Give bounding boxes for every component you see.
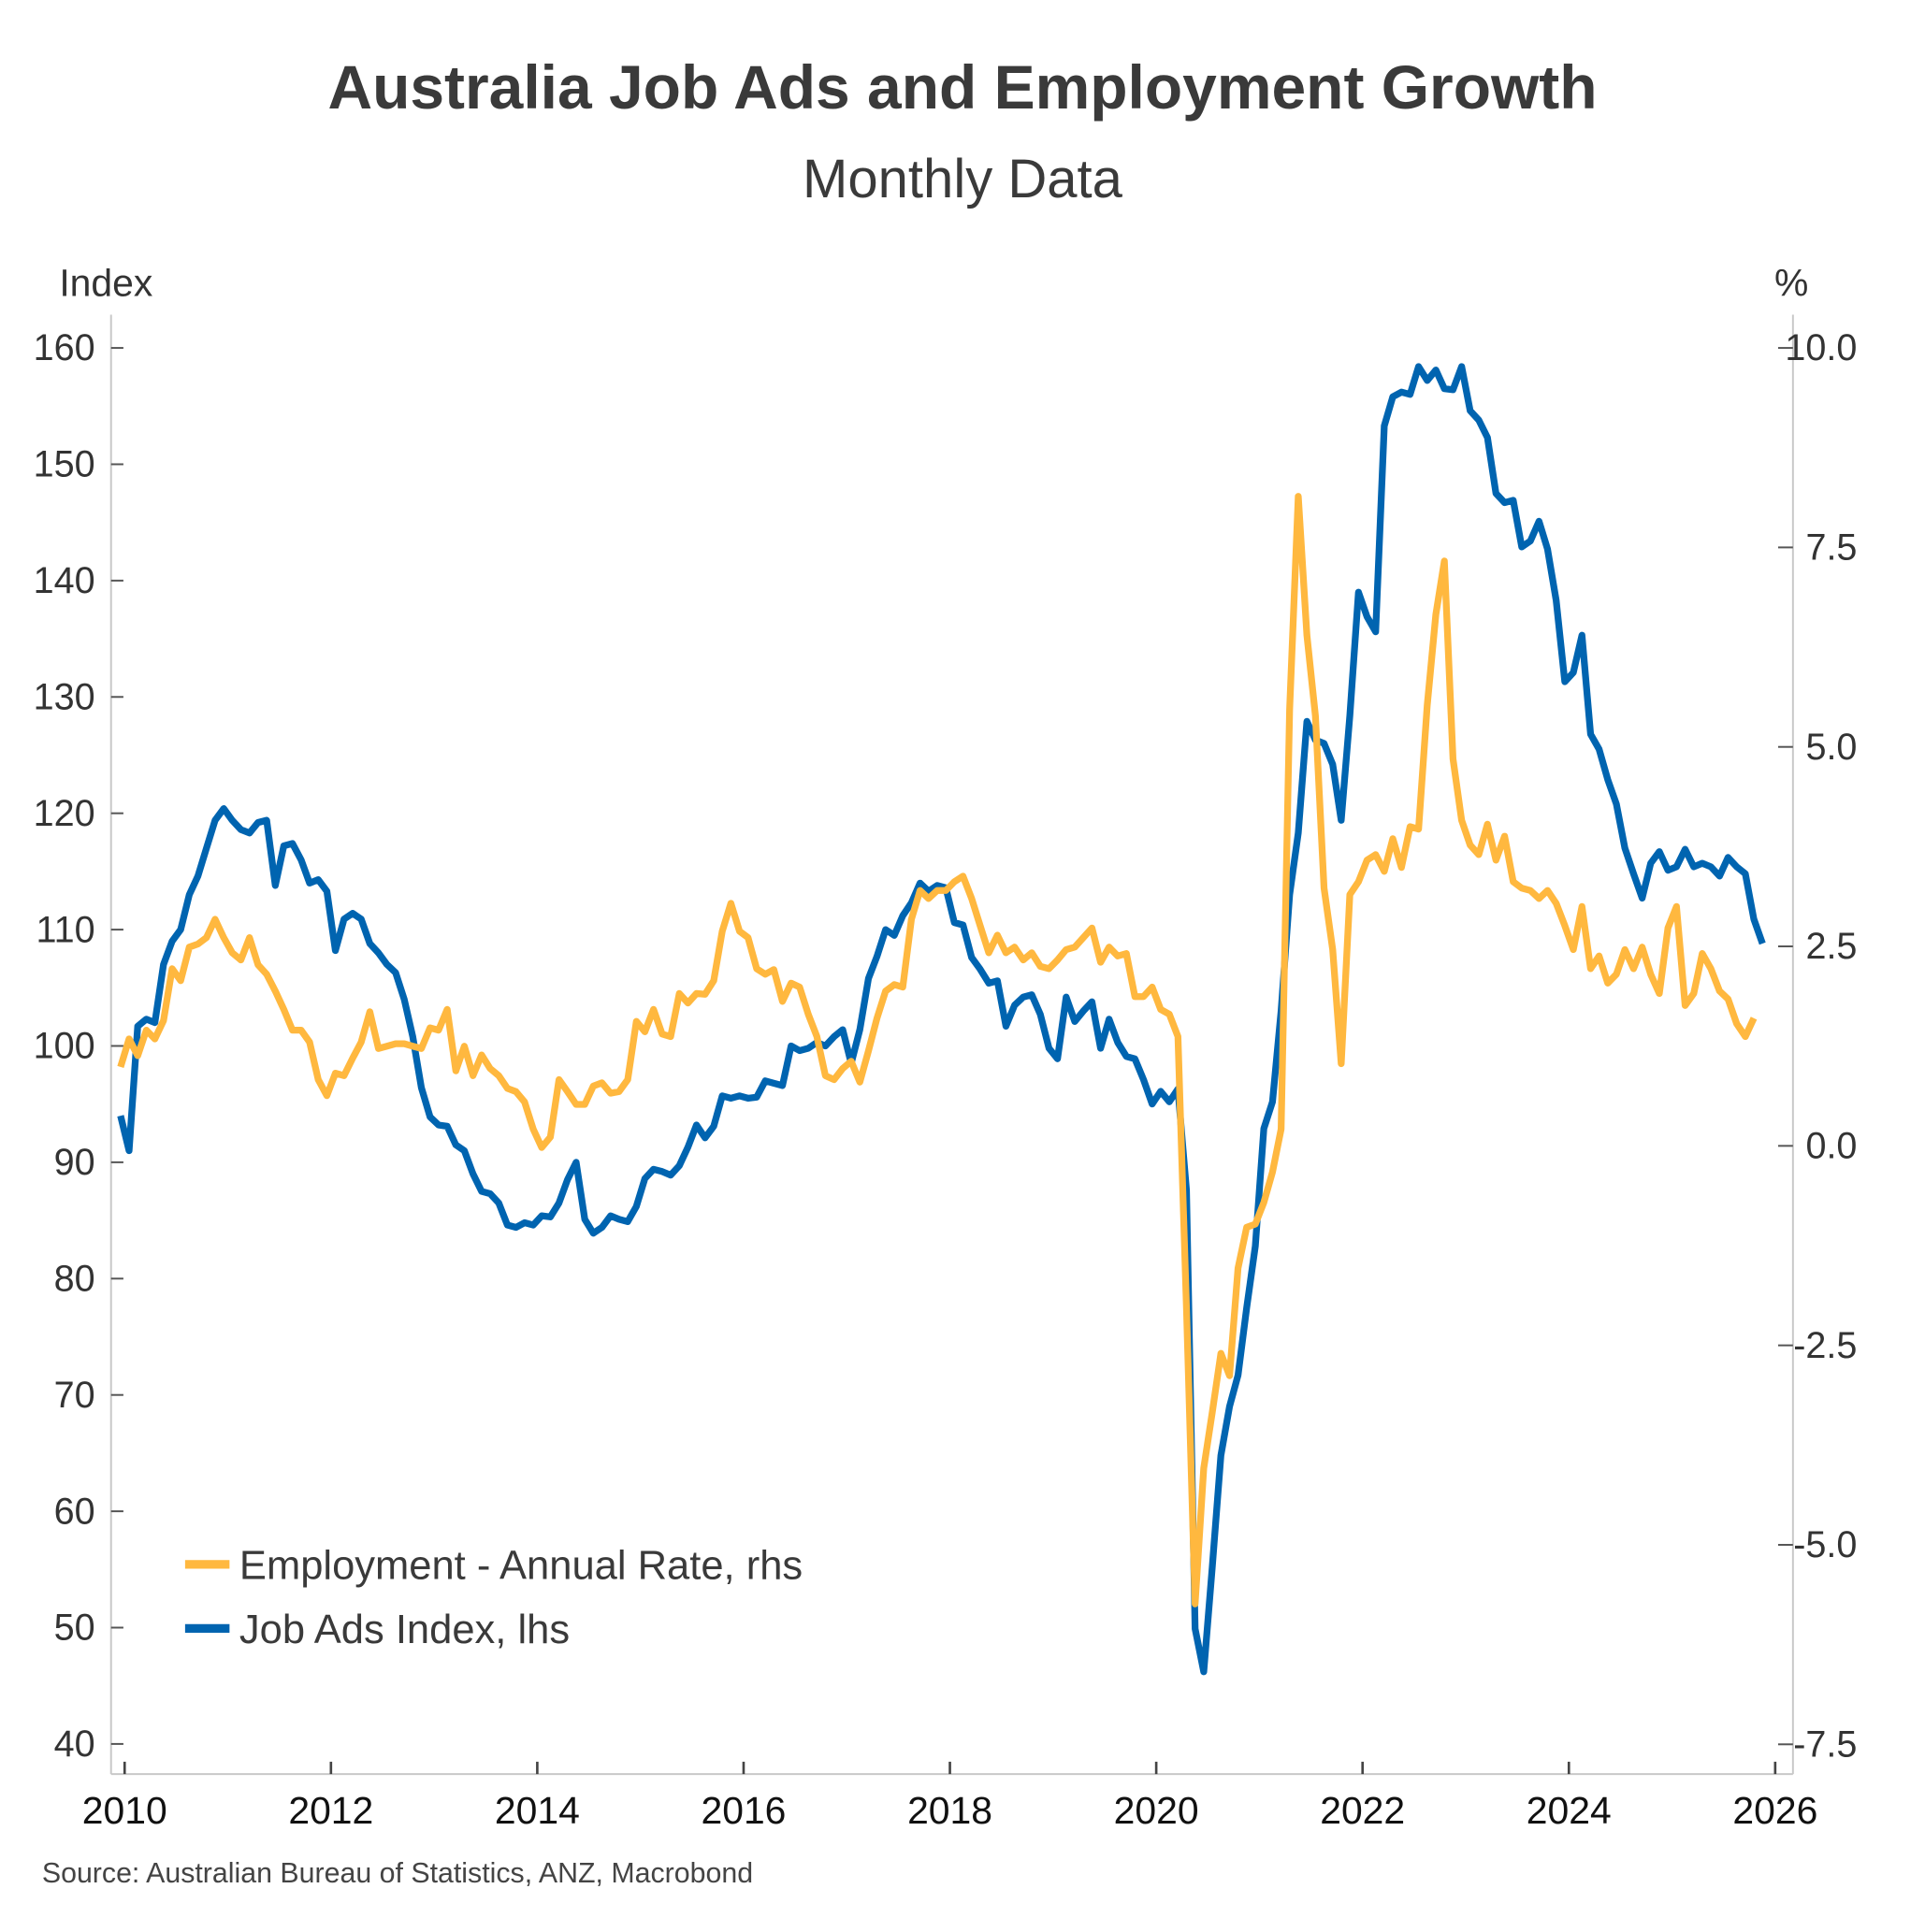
right-axis-label: % [1774, 262, 1808, 305]
left-tick-label: 90 [54, 1142, 95, 1183]
legend-label-job-ads: Job Ads Index, lhs [239, 1608, 570, 1652]
left-tick-label: 40 [54, 1723, 95, 1765]
right-tick-label: -7.5 [1793, 1723, 1857, 1765]
series-line-job-ads [117, 363, 1766, 1676]
left-axis-label: Index [59, 262, 152, 305]
legend: Employment - Annual Rate, rhs Job Ads In… [184, 1544, 803, 1652]
chart-title: Australia Job Ads and Employment Growth [327, 52, 1597, 122]
left-tick-label: 110 [36, 909, 95, 950]
right-tick-label: 7.5 [1805, 527, 1857, 569]
x-tick-label: 2024 [1527, 1789, 1612, 1832]
left-tick-label: 50 [54, 1608, 95, 1649]
x-tick-label: 2018 [907, 1789, 992, 1832]
left-tick-label: 80 [54, 1258, 95, 1299]
left-tick-label: 70 [54, 1375, 95, 1416]
x-tick-label: 2026 [1732, 1789, 1817, 1832]
left-tick-label: 120 [34, 793, 95, 834]
right-tick-label: 2.5 [1805, 926, 1857, 967]
x-tick-label: 2010 [82, 1789, 167, 1832]
right-tick-label: -5.0 [1793, 1524, 1857, 1565]
left-tick-label: 140 [34, 560, 95, 601]
right-tick-label: -2.5 [1793, 1325, 1857, 1366]
legend-label-employment: Employment - Annual Rate, rhs [239, 1544, 803, 1589]
series-line-employment [117, 493, 1758, 1608]
chart-subtitle: Monthly Data [803, 149, 1123, 209]
x-tick-label: 2022 [1320, 1789, 1405, 1832]
x-tick-label: 2012 [288, 1789, 373, 1832]
right-tick-label: 10.0 [1785, 327, 1857, 368]
x-tick-label: 2016 [701, 1789, 786, 1832]
right-tick-label: 5.0 [1805, 727, 1857, 768]
left-tick-label: 100 [34, 1026, 95, 1067]
left-tick-label: 130 [34, 676, 95, 717]
right-tick-label: 0.0 [1805, 1126, 1857, 1167]
left-tick-label: 150 [34, 444, 95, 485]
x-tick-label: 2014 [495, 1789, 580, 1832]
axes [109, 314, 1794, 1776]
source-note: Source: Australian Bureau of Statistics,… [42, 1858, 753, 1889]
left-tick-label: 60 [54, 1491, 95, 1532]
x-tick-label: 2020 [1114, 1789, 1199, 1832]
left-tick-label: 160 [34, 327, 95, 368]
